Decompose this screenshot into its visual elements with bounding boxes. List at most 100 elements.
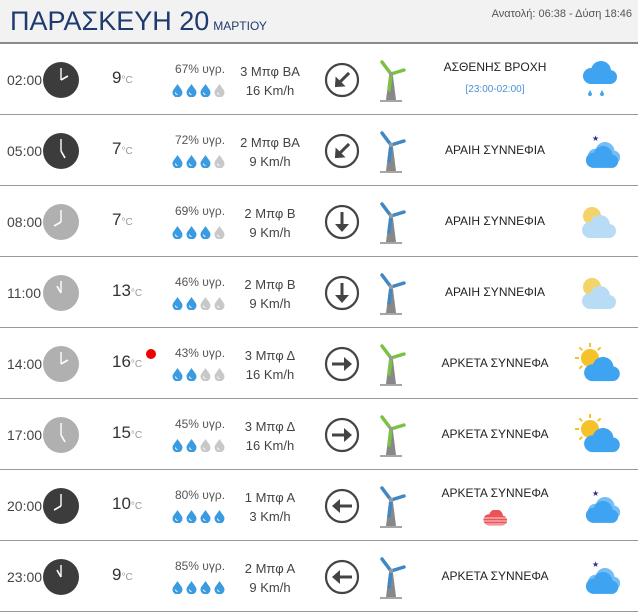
wind-info: 2 Μπφ Β 9 Km/h xyxy=(238,204,302,242)
temp-unit: °C xyxy=(121,75,133,86)
clock-icon xyxy=(43,559,79,595)
weather-description: ΑΡΚΕΤΑ ΣΥΝΝΕΦΑ xyxy=(441,486,549,500)
wind-direction-arrow-icon xyxy=(324,488,360,524)
drop-icon xyxy=(186,581,197,599)
wind-info: 2 Μπφ ΒΑ 9 Km/h xyxy=(238,133,302,171)
drop-icon xyxy=(172,368,183,386)
day-label: ΠΑΡΑΣΚΕΥΗ 20 xyxy=(10,6,210,36)
weather-night-cloud-icon: ★ xyxy=(574,555,621,599)
clock-icon xyxy=(43,133,79,169)
weather-description: ΑΡΚΕΤΑ ΣΥΝΝΕΦΑ xyxy=(441,569,549,583)
wind-beaufort: 1 Μπφ Α xyxy=(244,490,296,505)
humidity-drops xyxy=(172,226,225,244)
temp-value: 15 xyxy=(112,423,131,442)
wind-direction-arrow-icon xyxy=(324,346,360,382)
weather-rain-icon xyxy=(574,58,620,102)
forecast-list: 02:00 9°C 67% υγρ. 3 Μπφ ΒΑ 16 Km/h ΑΣΘΕΝΗΣ Β… xyxy=(0,44,638,612)
weather-description: ΑΡΚΕΤΑ ΣΥΝΝΕΦΑ xyxy=(441,356,549,370)
wind-direction-arrow-icon xyxy=(324,417,360,453)
drop-icon xyxy=(186,368,197,386)
clock-icon xyxy=(43,488,79,524)
drop-icon xyxy=(214,84,225,102)
humidity-drops xyxy=(172,581,225,599)
drop-icon xyxy=(214,510,225,528)
clock-icon xyxy=(43,62,79,98)
forecast-row: 14:00 16°C 43% υγρ. 3 Μπφ Δ 16 Km/h ΑΡΚΕΤΑ ΣΥ… xyxy=(0,328,638,399)
time-label: 08:00 xyxy=(7,214,43,230)
drop-icon xyxy=(214,368,225,386)
wind-info: 3 Μπφ ΒΑ 16 Km/h xyxy=(238,62,302,100)
wind-turbine-icon xyxy=(374,484,408,530)
wind-direction-arrow-icon xyxy=(324,559,360,595)
wind-beaufort: 3 Μπφ Δ xyxy=(244,348,296,363)
temperature: 7°C xyxy=(112,139,133,159)
drop-icon xyxy=(200,226,211,244)
wind-direction-arrow-icon xyxy=(324,204,360,240)
drop-icon xyxy=(186,84,197,102)
humidity-label: 85% υγρ. xyxy=(174,559,226,573)
weather-sun-cloud-icon xyxy=(574,342,620,386)
temp-value: 16 xyxy=(112,352,131,371)
forecast-row: 05:00 7°C 72% υγρ. 2 Μπφ ΒΑ 9 Km/h ΑΡΑΙΗ ΣΥΝΝ… xyxy=(0,115,638,186)
wind-direction-arrow-icon xyxy=(324,133,360,169)
humidity-drops xyxy=(172,368,225,386)
temp-value: 7 xyxy=(112,210,122,229)
time-label: 17:00 xyxy=(7,427,43,443)
humidity-drops xyxy=(172,439,225,457)
forecast-row: 23:00 9°C 85% υγρ. 2 Μπφ Α 9 Km/h ΑΡΚΕΤΑ ΣΥΝΝ… xyxy=(0,541,638,612)
temperature: 13°C xyxy=(112,281,142,301)
temp-unit: °C xyxy=(130,430,143,441)
drop-icon xyxy=(172,439,183,457)
wind-beaufort: 2 Μπφ Α xyxy=(244,561,296,576)
weather-description: ΑΣΘΕΝΗΣ ΒΡΟΧΗ xyxy=(443,60,547,74)
drop-icon xyxy=(200,510,211,528)
wind-speed: 9 Km/h xyxy=(249,154,291,169)
wind-turbine-icon xyxy=(374,200,408,246)
wind-speed: 3 Km/h xyxy=(249,509,291,524)
forecast-row: 17:00 15°C 45% υγρ. 3 Μπφ Δ 16 Km/h ΑΡΚΕΤΑ ΣΥ… xyxy=(0,399,638,470)
drop-icon xyxy=(186,155,197,173)
wind-turbine-icon xyxy=(374,58,408,104)
humidity-label: 43% υγρ. xyxy=(174,346,226,360)
clock-icon xyxy=(43,346,79,382)
max-temp-dot xyxy=(146,349,156,359)
drop-icon xyxy=(172,510,183,528)
wind-beaufort: 2 Μπφ Β xyxy=(244,277,296,292)
forecast-row: 08:00 7°C 69% υγρ. 2 Μπφ Β 9 Km/h ΑΡΑΙΗ ΣΥΝΝΕ… xyxy=(0,186,638,257)
drop-icon xyxy=(186,439,197,457)
temperature: 16°C xyxy=(112,352,142,372)
day-title: ΠΑΡΑΣΚΕΥΗ 20 ΜΑΡΤΙΟΥ xyxy=(10,6,267,37)
forecast-row: 02:00 9°C 67% υγρ. 3 Μπφ ΒΑ 16 Km/h ΑΣΘΕΝΗΣ Β… xyxy=(0,44,638,115)
humidity-label: 69% υγρ. xyxy=(174,204,226,218)
wind-direction-arrow-icon xyxy=(324,275,360,311)
wind-info: 1 Μπφ Α 3 Km/h xyxy=(238,488,302,526)
drop-icon xyxy=(186,510,197,528)
humidity-label: 72% υγρ. xyxy=(174,133,226,147)
forecast-row: 20:00 10°C 80% υγρ. 1 Μπφ Α 3 Km/h ΑΡΚΕΤΑ ΣΥΝ… xyxy=(0,470,638,541)
drop-icon xyxy=(214,226,225,244)
temp-unit: °C xyxy=(130,501,143,512)
wind-beaufort: 2 Μπφ Β xyxy=(244,206,296,221)
svg-text:★: ★ xyxy=(592,489,599,498)
weather-night-cloud-icon: ★ xyxy=(574,129,621,173)
sunrise-sunset: Ανατολή: 06:38 - Δύση 18:46 xyxy=(491,8,632,20)
humidity-drops xyxy=(172,510,225,528)
temperature: 7°C xyxy=(112,210,133,230)
humidity-drops xyxy=(172,297,225,315)
weather-description: ΑΡΑΙΗ ΣΥΝΝΕΦΙΑ xyxy=(444,143,546,157)
temp-unit: °C xyxy=(121,217,133,228)
drop-icon xyxy=(200,155,211,173)
wind-speed: 9 Km/h xyxy=(249,580,291,595)
wind-turbine-icon xyxy=(374,555,408,601)
humidity-drops xyxy=(172,155,225,173)
clock-icon xyxy=(43,275,79,311)
humidity-label: 80% υγρ. xyxy=(174,488,226,502)
wind-info: 3 Μπφ Δ 16 Km/h xyxy=(238,417,302,455)
temp-unit: °C xyxy=(130,288,143,299)
wind-direction-arrow-icon xyxy=(324,62,360,98)
humidity-label: 67% υγρ. xyxy=(174,62,226,76)
wind-info: 2 Μπφ Β 9 Km/h xyxy=(238,275,302,313)
drop-icon xyxy=(214,155,225,173)
drop-icon xyxy=(214,439,225,457)
time-label: 05:00 xyxy=(7,143,43,159)
